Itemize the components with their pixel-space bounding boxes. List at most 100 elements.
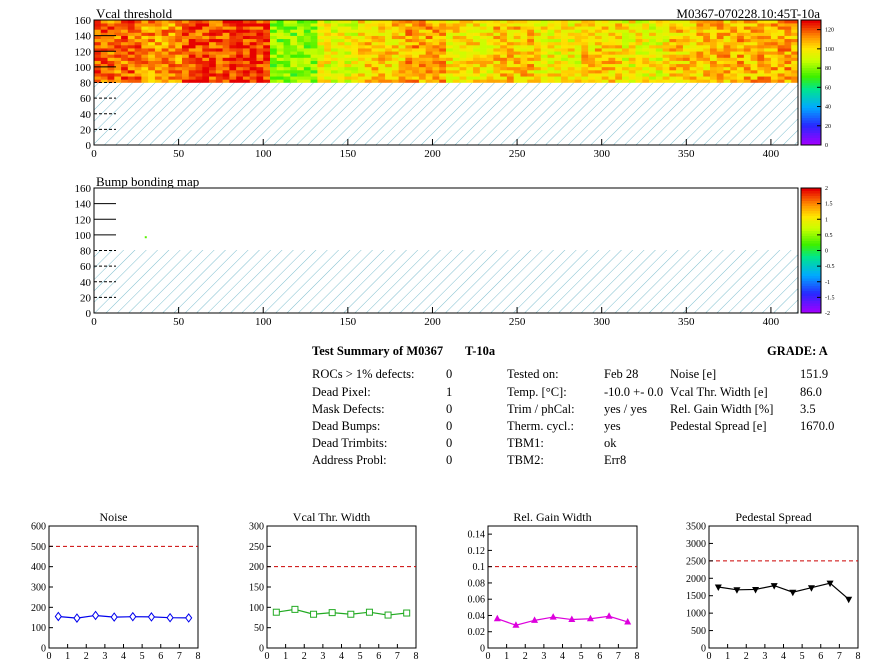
y-tick-label: 100 <box>75 62 92 74</box>
heatmap-cell <box>310 63 318 68</box>
heatmap-cell <box>676 73 684 77</box>
heatmap-cell <box>764 41 772 46</box>
heatmap-cell <box>452 63 460 68</box>
data-point <box>733 587 741 594</box>
heatmap-cell <box>94 60 102 65</box>
heatmap-cell <box>520 73 528 77</box>
heatmap-cell <box>615 32 623 36</box>
heatmap-cell <box>229 38 237 43</box>
heatmap-cell <box>161 29 169 33</box>
heatmap-cell <box>703 66 711 71</box>
x-tick-label: 4 <box>781 651 786 662</box>
heatmap-cell <box>371 48 379 52</box>
heatmap-cell <box>100 38 108 43</box>
heatmap-cell <box>249 54 257 58</box>
heatmap-cell <box>500 51 508 55</box>
heatmap-cell <box>148 66 156 71</box>
heatmap-cell <box>94 76 102 80</box>
heatmap-cell <box>655 41 663 46</box>
heatmap-cell <box>161 38 169 43</box>
heatmap-cell <box>554 35 562 40</box>
heatmap-cell <box>263 32 271 36</box>
heatmap-cell <box>283 48 291 52</box>
heatmap-cell <box>283 29 291 33</box>
heatmap-cell <box>121 54 129 58</box>
heatmap-cell <box>148 29 156 33</box>
heatmap-cell <box>344 57 352 61</box>
x-tick-label: 6 <box>158 651 163 662</box>
heatmap-cell <box>270 32 278 36</box>
heatmap-cell <box>561 51 569 55</box>
heatmap-cell <box>276 26 284 30</box>
heatmap-cell <box>242 29 250 33</box>
heatmap-cell <box>364 60 372 65</box>
heatmap-cell <box>649 32 657 36</box>
heatmap-cell <box>114 54 122 58</box>
heatmap-cell <box>777 79 785 83</box>
heatmap-cell <box>418 32 426 36</box>
heatmap-cell <box>689 76 697 80</box>
heatmap-cell <box>317 41 325 46</box>
heatmap-cell <box>791 70 799 74</box>
heatmap-cell <box>263 60 271 65</box>
heatmap-cell <box>202 63 210 68</box>
heatmap-cell <box>134 20 142 24</box>
heatmap-cell <box>276 73 284 77</box>
heatmap-cell <box>513 70 521 74</box>
heatmap-cell <box>446 26 454 30</box>
heatmap-cell <box>473 23 481 27</box>
heatmap-cell <box>188 41 196 46</box>
heatmap-cell <box>791 23 799 27</box>
x-tick-label: 1 <box>725 651 730 662</box>
heatmap-cell <box>764 48 772 52</box>
heatmap-cell <box>777 26 785 30</box>
heatmap-cell <box>506 41 514 46</box>
heatmap-cell <box>676 57 684 61</box>
heatmap-cell <box>134 79 142 83</box>
heatmap-cell <box>303 73 311 77</box>
heatmap-cell <box>500 60 508 65</box>
heatmap-cell <box>391 63 399 68</box>
colorbar-tick-label: -2 <box>825 311 830 317</box>
heatmap-cell <box>743 32 751 36</box>
heatmap-cell <box>689 29 697 33</box>
heatmap-cell <box>94 32 102 36</box>
heatmap-cell <box>696 54 704 58</box>
heatmap-cell <box>561 45 569 49</box>
heatmap-cell <box>337 41 345 46</box>
heatmap-cell <box>148 26 156 30</box>
heatmap-cell <box>344 63 352 68</box>
heatmap-cell <box>351 66 359 71</box>
heatmap-cell <box>446 60 454 65</box>
heatmap-cell <box>784 23 792 27</box>
colorbar-cell <box>801 132 821 136</box>
heatmap-cell <box>500 66 508 71</box>
heatmap-cell <box>655 73 663 77</box>
heatmap-cell <box>398 23 406 27</box>
heatmap-cell <box>608 26 616 30</box>
heatmap-cell <box>412 79 420 83</box>
heatmap-cell <box>412 32 420 36</box>
heatmap-cell <box>500 70 508 74</box>
heatmap-cell <box>276 35 284 40</box>
heatmap-cell <box>486 76 494 80</box>
heatmap-cell <box>412 45 420 49</box>
heatmap-cell <box>466 45 474 49</box>
bump-map-cells <box>144 236 147 239</box>
heatmap-cell <box>459 45 467 49</box>
heatmap-cell <box>378 60 386 65</box>
heatmap-cell <box>100 63 108 68</box>
heatmap-cell <box>107 54 115 58</box>
heatmap-cell <box>175 66 183 71</box>
heatmap-cell <box>94 23 102 27</box>
heatmap-cell <box>561 29 569 33</box>
heatmap-cell <box>581 38 589 43</box>
heatmap-cell <box>682 48 690 52</box>
heatmap-cell <box>561 35 569 40</box>
heatmap-cell <box>249 76 257 80</box>
heatmap-cell <box>622 60 630 65</box>
heatmap-cell <box>364 41 372 46</box>
heatmap-cell <box>161 41 169 46</box>
heatmap-cell <box>175 32 183 36</box>
heatmap-cell <box>351 26 359 30</box>
